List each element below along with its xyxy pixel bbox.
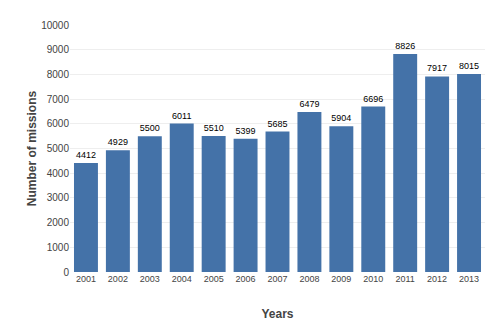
svg-text:6696: 6696 [363,94,383,104]
svg-text:7000: 7000 [47,94,70,105]
svg-text:8015: 8015 [459,61,479,71]
svg-text:5510: 5510 [204,123,224,133]
svg-text:2009: 2009 [331,274,351,284]
svg-text:7917: 7917 [427,63,447,73]
svg-text:2013: 2013 [459,274,479,284]
svg-text:6000: 6000 [47,118,70,129]
svg-text:9000: 9000 [47,44,70,55]
svg-text:1000: 1000 [47,242,70,253]
svg-text:2010: 2010 [363,274,383,284]
svg-text:2004: 2004 [172,274,192,284]
svg-text:2007: 2007 [267,274,287,284]
svg-text:6479: 6479 [299,99,319,109]
svg-text:2008: 2008 [299,274,319,284]
svg-text:3000: 3000 [47,192,70,203]
svg-text:4412: 4412 [76,150,96,160]
svg-text:2003: 2003 [140,274,160,284]
svg-text:8826: 8826 [395,41,415,51]
svg-text:2006: 2006 [236,274,256,284]
svg-text:5000: 5000 [47,143,70,154]
svg-text:2001: 2001 [76,274,96,284]
svg-text:Years: Years [261,307,293,321]
svg-text:5399: 5399 [236,126,256,136]
svg-text:2011: 2011 [396,274,415,284]
svg-text:4929: 4929 [108,137,128,147]
svg-text:2000: 2000 [47,217,70,228]
svg-text:8000: 8000 [47,69,70,80]
svg-text:5904: 5904 [331,113,351,123]
svg-text:10000: 10000 [41,20,69,31]
svg-text:4000: 4000 [47,168,70,179]
svg-text:Number of missions: Number of missions [25,91,39,207]
svg-text:5500: 5500 [140,123,160,133]
svg-text:6011: 6011 [172,111,191,121]
svg-text:2012: 2012 [427,274,447,284]
svg-text:0: 0 [63,267,69,278]
svg-text:2002: 2002 [108,274,128,284]
svg-text:5685: 5685 [267,119,287,129]
svg-text:2005: 2005 [204,274,224,284]
